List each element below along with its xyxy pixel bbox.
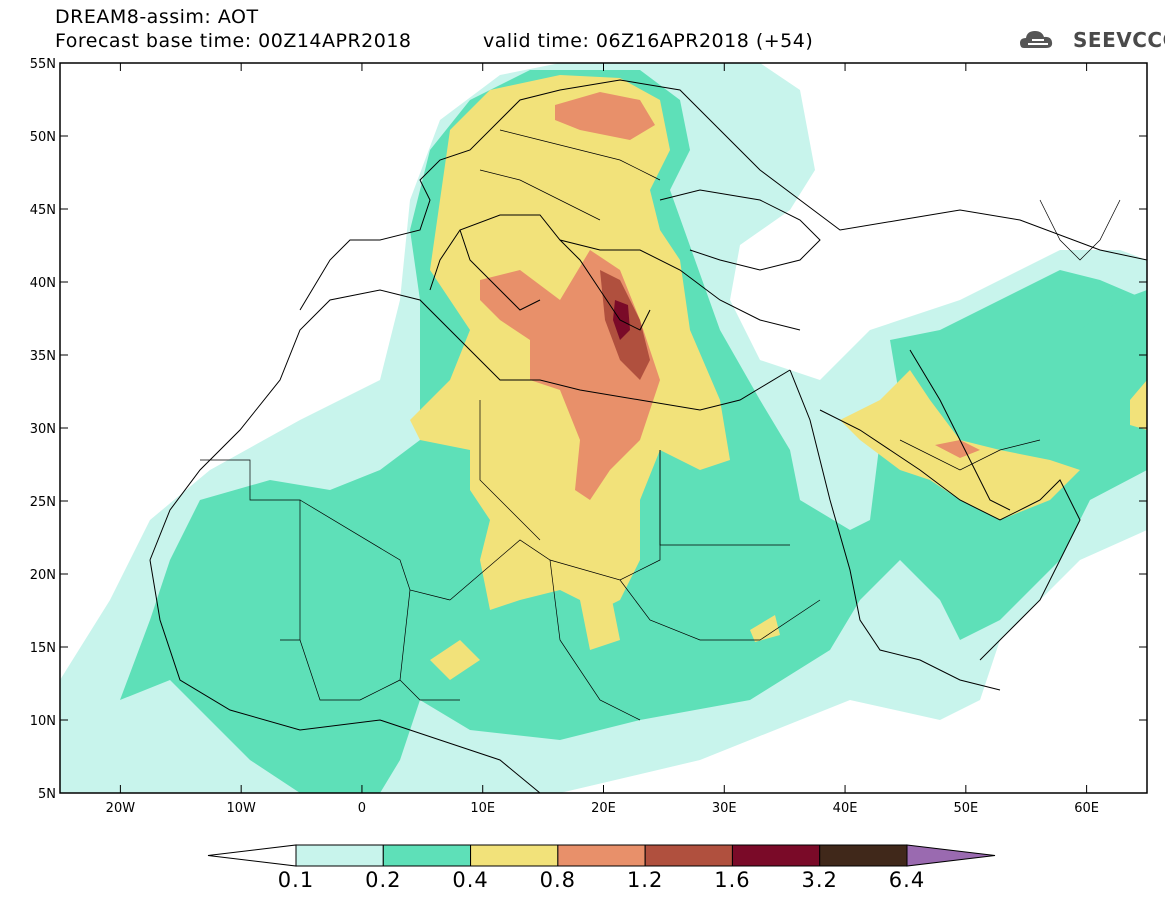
lat-label: 40N: [30, 276, 56, 291]
lat-label: 20N: [30, 568, 56, 583]
aot-level-1.6: [613, 300, 630, 340]
lon-label: 10W: [226, 801, 256, 816]
colorbar-level-label: 6.4: [888, 868, 926, 892]
lat-label: 25N: [30, 495, 56, 510]
lat-label: 10N: [30, 714, 56, 729]
latitude-axis: 55N 50N 45N 40N 35N 30N 25N 20N 15N 10N 5N: [30, 57, 1147, 802]
lon-label: 50E: [953, 801, 978, 816]
lon-label: 60E: [1074, 801, 1099, 816]
lon-label: 0: [358, 801, 366, 816]
colorbar-level-label: 1.2: [626, 868, 664, 892]
forecast-base-time: Forecast base time: 00Z14APR2018: [55, 30, 412, 52]
colorbar-level-label: 3.2: [801, 868, 838, 892]
lat-label: 45N: [30, 203, 56, 218]
lat-label: 5N: [38, 787, 56, 802]
colorbar-level-label: 0.4: [452, 868, 489, 892]
lat-label: 15N: [30, 641, 56, 656]
seevccc-logo: SEEVCCC: [1073, 28, 1165, 52]
colorbar-swatch: [731, 844, 821, 867]
lon-label: 20W: [106, 801, 136, 816]
colorbar-level-label: 0.8: [539, 868, 577, 892]
colorbar-level-label: 0.2: [365, 868, 402, 892]
map-title: DREAM8-assim: AOT: [55, 6, 259, 28]
colorbar-high-arrow: [906, 844, 996, 867]
lat-label: 50N: [30, 130, 56, 145]
lon-label: 30E: [712, 801, 737, 816]
colorbar-swatch: [644, 844, 733, 867]
colorbar-level-label: 0.1: [277, 868, 315, 892]
colorbar: [207, 844, 996, 867]
lat-label: 35N: [30, 349, 56, 364]
colorbar-swatch: [557, 844, 646, 867]
valid-time: valid time: 06Z16APR2018 (+54): [483, 30, 814, 52]
lon-label: 10E: [470, 801, 495, 816]
lon-label: 20E: [591, 801, 616, 816]
colorbar-level-label: 1.6: [714, 868, 751, 892]
cloud-icon: [1020, 31, 1053, 48]
colorbar-swatch: [470, 844, 559, 867]
colorbar-swatch: [295, 844, 384, 867]
colorbar-swatch: [819, 844, 908, 867]
lat-label: 55N: [30, 57, 56, 72]
coastlines: [149, 79, 1147, 793]
colorbar-swatch: [382, 844, 472, 867]
borders: [200, 129, 1121, 721]
lon-label: 40E: [833, 801, 858, 816]
longitude-axis: 20W 10W 0 10E 20E 30E 40E 50E 60E: [106, 63, 1099, 816]
lat-label: 30N: [30, 422, 56, 437]
colorbar-low-arrow: [207, 844, 297, 867]
aot-field: [60, 63, 1147, 793]
